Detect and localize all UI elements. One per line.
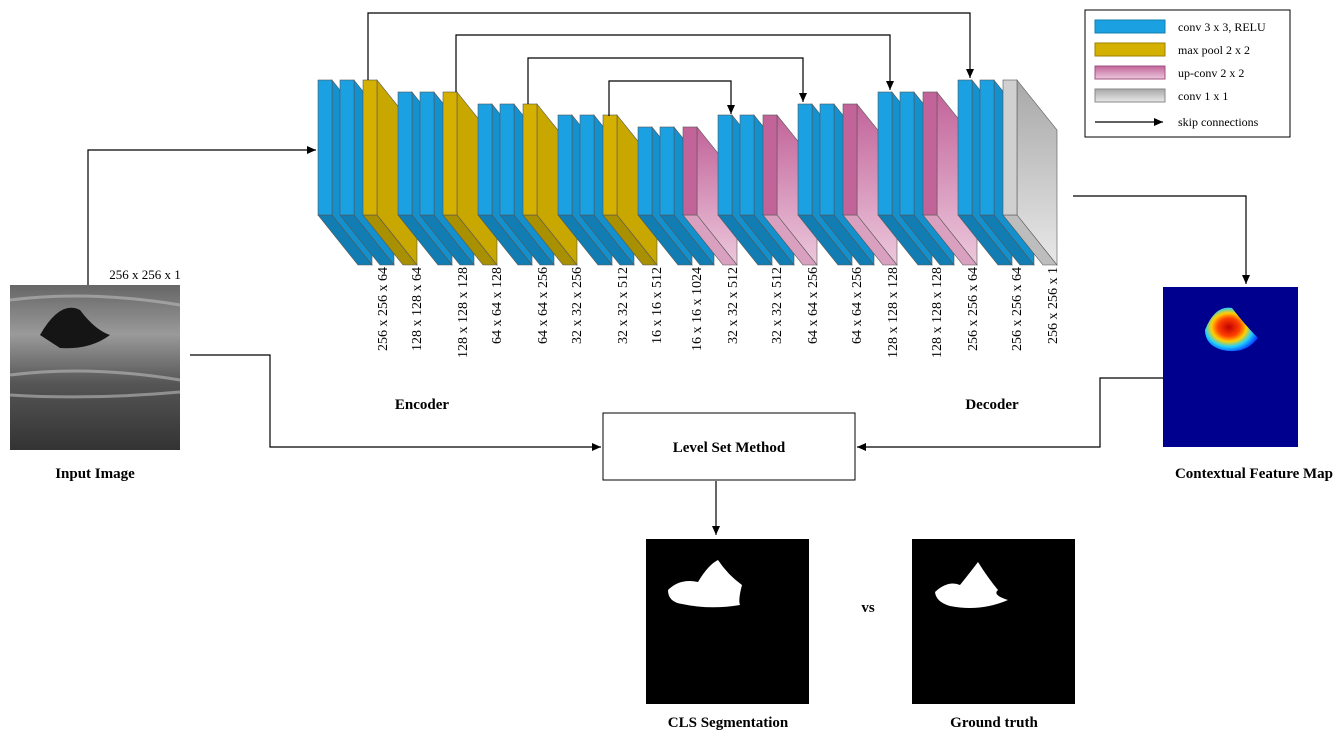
vs-label: vs	[861, 600, 875, 616]
layer-front	[798, 104, 812, 215]
layer-front	[900, 92, 914, 215]
caption: Contextual Feature Map	[1175, 466, 1333, 482]
legend-label: conv 3 x 3, RELU	[1178, 20, 1266, 34]
layer-front	[878, 92, 892, 215]
skip-arrow	[368, 13, 970, 80]
legend-swatch	[1095, 43, 1165, 56]
diagram: conv 3 x 3, RELU max pool 2 x 2 up-conv …	[0, 0, 1344, 733]
legend-label: conv 1 x 1	[1178, 89, 1228, 103]
dimension-label: 256 x 256 x 64	[966, 267, 981, 351]
legend-label: max pool 2 x 2	[1178, 43, 1250, 57]
dimension-label: 16 x 16 x 1024	[690, 267, 705, 351]
layer-front	[763, 115, 777, 215]
legend: conv 3 x 3, RELU max pool 2 x 2 up-conv …	[1085, 10, 1290, 137]
dimension-label: 64 x 64 x 256	[850, 267, 865, 344]
layer-front	[558, 115, 572, 215]
layer-front	[958, 80, 972, 215]
dimension-label: 32 x 32 x 512	[770, 267, 785, 344]
layer-front	[843, 104, 857, 215]
layer-front	[660, 127, 674, 215]
layer-front	[923, 92, 937, 215]
skip-arrow	[609, 81, 731, 116]
dimension-label: 128 x 128 x 128	[456, 267, 471, 358]
dimension-label: 16 x 16 x 512	[650, 267, 665, 344]
dimension-label: 128 x 128 x 64	[410, 267, 425, 351]
layer-front	[638, 127, 652, 215]
layer-front	[718, 115, 732, 215]
input-size: 256 x 256 x 1	[109, 267, 181, 282]
skip-arrow	[456, 35, 890, 92]
layer-front	[363, 80, 377, 215]
layer-front	[523, 104, 537, 215]
dimension-label: 256 x 256 x 64	[376, 267, 391, 351]
layer-front	[443, 92, 457, 215]
network-layers	[318, 80, 1057, 265]
caption: Input Image	[55, 466, 135, 482]
dimension-label: 128 x 128 x 128	[930, 267, 945, 358]
layer-front	[820, 104, 834, 215]
dimension-label: 128 x 128 x 128	[886, 267, 901, 358]
dimension-label: 256 x 256 x 64	[1010, 267, 1025, 351]
legend-swatch	[1095, 89, 1165, 102]
feature-map: Contextual Feature Map	[1163, 287, 1333, 482]
legend-label: up-conv 2 x 2	[1178, 66, 1244, 80]
dimension-label: 32 x 32 x 256	[570, 267, 585, 344]
layer-front	[603, 115, 617, 215]
layer-front	[683, 127, 697, 215]
dimension-label: 256 x 256 x 1	[1046, 267, 1061, 344]
layer-front	[740, 115, 754, 215]
segmentation-image	[646, 539, 809, 704]
encoder-label: Encoder	[395, 397, 450, 413]
ground-truth-image	[912, 539, 1075, 704]
legend-swatch	[1095, 66, 1165, 79]
decoder-label: Decoder	[965, 397, 1019, 413]
layer-front	[1003, 80, 1017, 215]
layer-front	[478, 104, 492, 215]
caption: Ground truth	[950, 715, 1038, 731]
layer-front	[500, 104, 514, 215]
dimension-label: 64 x 64 x 256	[806, 267, 821, 344]
dimension-label: 64 x 64 x 128	[490, 267, 505, 344]
layer-front	[980, 80, 994, 215]
layer-front	[340, 80, 354, 215]
legend-label: skip connections	[1178, 115, 1259, 129]
input-image: 256 x 256 x 1 Input Image	[10, 267, 181, 482]
arrow	[88, 150, 316, 285]
arrow	[1073, 196, 1246, 284]
caption: CLS Segmentation	[668, 715, 789, 731]
layer-front	[580, 115, 594, 215]
dimension-label: 32 x 32 x 512	[726, 267, 741, 344]
layer-front	[420, 92, 434, 215]
ultrasound	[10, 285, 180, 450]
dimension-label: 32 x 32 x 512	[616, 267, 631, 344]
legend-swatch	[1095, 20, 1165, 33]
dimension-label: 64 x 64 x 256	[536, 267, 551, 344]
layer-front	[398, 92, 412, 215]
layer-front	[318, 80, 332, 215]
level-set-label: Level Set Method	[673, 440, 786, 456]
